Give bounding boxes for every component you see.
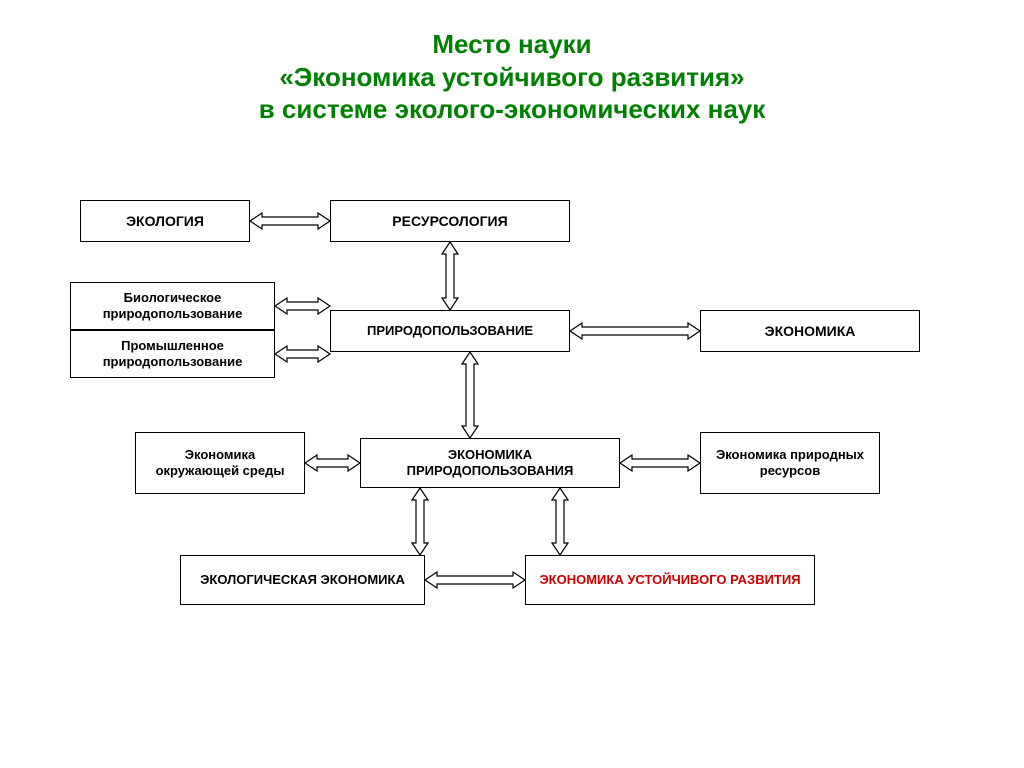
node-econ_nat_use: ЭКОНОМИКА ПРИРОДОПОЛЬЗОВАНИЯ [360,438,620,488]
node-resourcology: РЕСУРСОЛОГИЯ [330,200,570,242]
node-env_econ: Экономика окружающей среды [135,432,305,494]
node-ecol_econ: ЭКОЛОГИЧЕСКАЯ ЭКОНОМИКА [180,555,425,605]
node-bio: Биологическое природопользование [70,282,275,330]
title-line-1: Место науки [0,28,1024,61]
node-ecology: ЭКОЛОГИЯ [80,200,250,242]
node-sust_dev: ЭКОНОМИКА УСТОЙЧИВОГО РАЗВИТИЯ [525,555,815,605]
node-nat_res_econ: Экономика природных ресурсов [700,432,880,494]
title-line-2: «Экономика устойчивого развития» [0,61,1024,94]
title-line-3: в системе эколого-экономических наук [0,93,1024,126]
node-economy: ЭКОНОМИКА [700,310,920,352]
diagram-canvas: Место науки «Экономика устойчивого разви… [0,0,1024,768]
title-block: Место науки «Экономика устойчивого разви… [0,0,1024,126]
node-nature_use: ПРИРОДОПОЛЬЗОВАНИЕ [330,310,570,352]
node-ind: Промышленное природопользование [70,330,275,378]
